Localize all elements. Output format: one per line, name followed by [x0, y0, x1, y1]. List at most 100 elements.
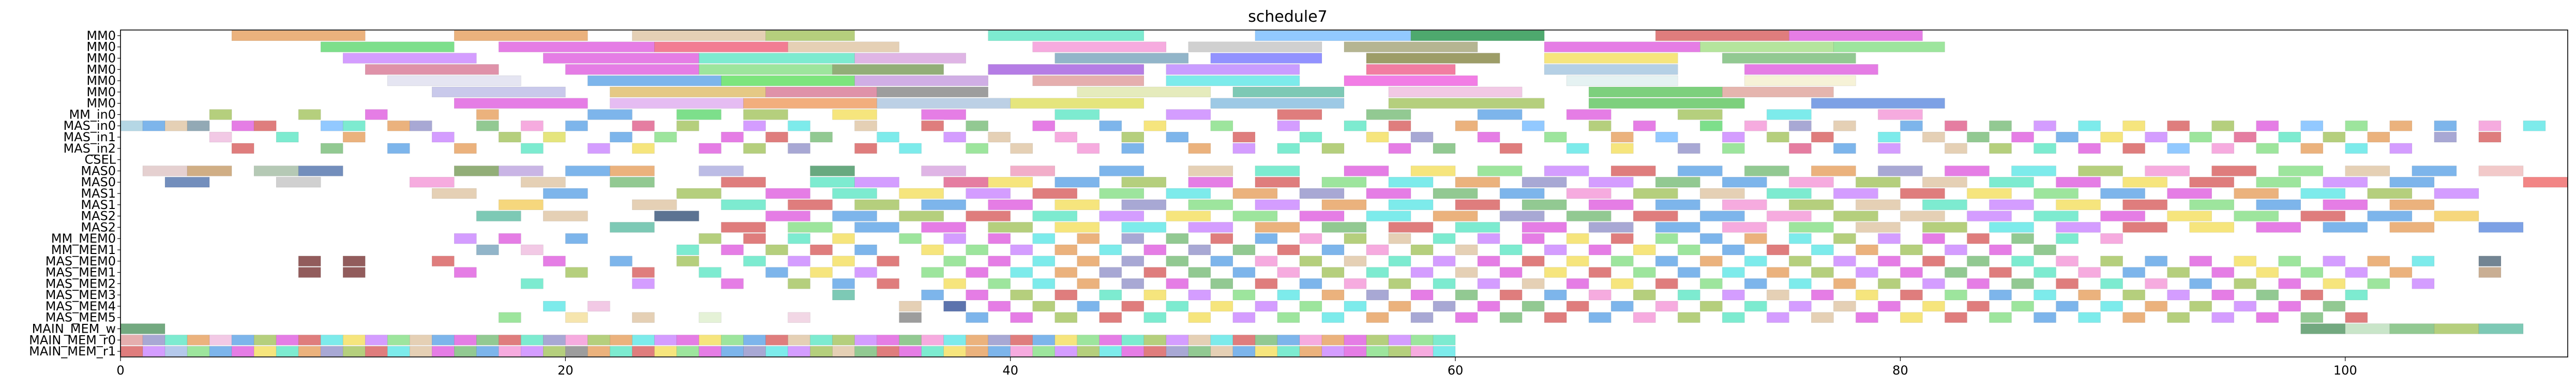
task-bar	[1277, 143, 1300, 154]
task-bar	[1544, 267, 1567, 278]
task-bar	[387, 335, 410, 346]
task-bar	[1344, 41, 1478, 52]
task-bar	[1255, 199, 1300, 210]
task-bar	[1967, 131, 1990, 143]
task-bar	[2478, 256, 2502, 266]
task-bar	[1588, 86, 1723, 98]
task-bar	[2478, 166, 2524, 176]
task-bar	[120, 346, 143, 357]
task-bar	[209, 346, 232, 357]
task-bar	[854, 346, 877, 357]
task-bar	[988, 64, 1144, 75]
task-bar	[2367, 131, 2390, 143]
task-bar	[1700, 256, 1723, 266]
task-bar	[899, 335, 922, 346]
task-bar	[1121, 256, 1144, 266]
task-bar	[2300, 289, 2324, 301]
task-bar	[632, 346, 655, 357]
task-bar	[1789, 177, 1834, 188]
task-bar	[1522, 301, 1545, 312]
task-bar	[142, 335, 165, 346]
task-bar	[409, 121, 432, 131]
task-bar	[1744, 75, 1856, 86]
task-bar	[1210, 256, 1233, 266]
y-tick-label: MAS_MEM4	[46, 299, 116, 314]
task-bar	[2478, 121, 2502, 131]
task-bar	[231, 143, 254, 154]
task-bar	[1833, 121, 1856, 131]
task-bar	[877, 278, 899, 289]
task-bar	[1210, 346, 1233, 357]
task-bar	[1544, 41, 1700, 52]
task-bar	[1277, 121, 1300, 131]
task-bar	[1077, 301, 1100, 312]
task-bar	[454, 166, 499, 176]
task-bar	[1143, 289, 1167, 301]
task-bar	[1744, 166, 1789, 176]
task-bar	[1767, 188, 1812, 199]
task-bar	[1077, 278, 1100, 289]
task-bar	[676, 109, 721, 120]
task-bar	[1811, 131, 1834, 143]
task-bar	[1967, 233, 1990, 244]
task-bar	[1678, 267, 1700, 278]
task-bar	[721, 335, 744, 346]
task-bar	[565, 346, 588, 357]
task-bar	[1388, 222, 1434, 233]
task-bar	[1544, 244, 1567, 256]
task-bar	[788, 312, 810, 323]
task-bar	[2056, 131, 2078, 143]
task-bar	[2367, 188, 2413, 199]
task-bar	[1054, 335, 1078, 346]
x-tick-label: 60	[1448, 363, 1464, 378]
task-bar	[1522, 278, 1545, 289]
task-bar	[2011, 256, 2034, 266]
task-bar	[1054, 222, 1100, 233]
task-bar	[1700, 211, 1745, 221]
task-bar	[2256, 143, 2279, 154]
task-bar	[1299, 346, 1322, 357]
task-bar	[721, 75, 855, 86]
task-bar	[2167, 289, 2190, 301]
task-bar	[543, 188, 588, 199]
task-bar	[854, 199, 899, 210]
task-bar	[1344, 256, 1367, 266]
task-bar	[1344, 233, 1367, 244]
task-bar	[2189, 301, 2212, 312]
task-bar	[2478, 131, 2502, 143]
task-bar	[342, 256, 366, 266]
task-bar	[765, 346, 788, 357]
task-bar	[2323, 278, 2346, 289]
task-bar	[2056, 233, 2078, 244]
task-bar	[1388, 301, 1411, 312]
task-bar	[832, 233, 855, 244]
task-bar	[587, 109, 632, 120]
task-bar	[1433, 278, 1456, 289]
task-bar	[2100, 278, 2123, 289]
task-bar	[1054, 289, 1078, 301]
task-bar	[1655, 30, 1789, 41]
task-bar	[1366, 312, 1389, 323]
task-bar	[943, 335, 966, 346]
task-bar	[1010, 143, 1033, 154]
task-bar	[877, 256, 899, 266]
task-bar	[543, 346, 566, 357]
task-bar	[1722, 312, 1745, 323]
task-bar	[1722, 267, 1745, 278]
task-bar	[454, 143, 477, 154]
task-bar	[2167, 312, 2190, 323]
task-bar	[676, 121, 699, 131]
task-bar	[1789, 121, 1812, 131]
task-bar	[187, 346, 210, 357]
task-bar	[921, 166, 966, 176]
task-bar	[1499, 211, 1545, 221]
task-bar	[454, 346, 477, 357]
task-bar	[2345, 121, 2368, 131]
task-bar	[788, 41, 899, 52]
task-bar	[921, 267, 944, 278]
task-bar	[1188, 177, 1233, 188]
task-bar	[521, 335, 544, 346]
task-bar	[1232, 86, 1345, 98]
task-bar	[209, 131, 232, 143]
